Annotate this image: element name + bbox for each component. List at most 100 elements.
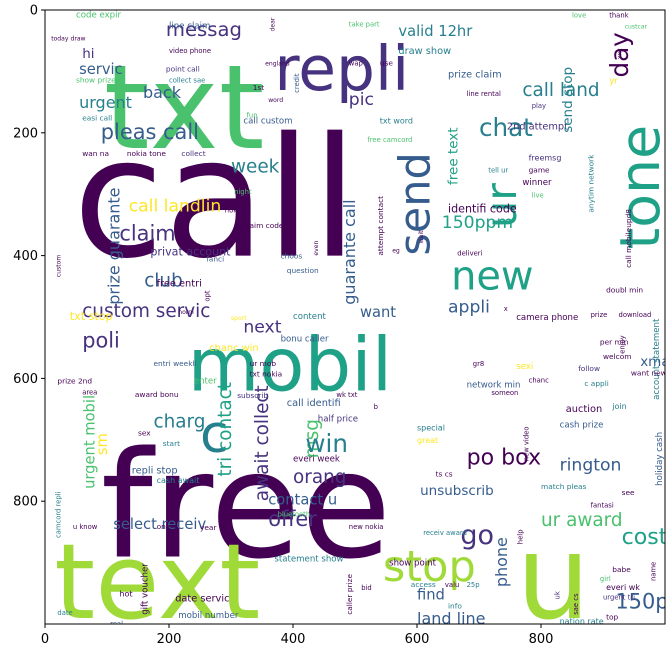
word: content [293, 312, 327, 322]
word: help [516, 529, 524, 544]
word: babe [612, 565, 631, 574]
word: club [144, 270, 183, 291]
word: 150p [615, 590, 668, 614]
word: cash await [157, 476, 200, 485]
word: word [268, 97, 283, 104]
word: sexi [516, 362, 533, 372]
x-tick-label: 800 [529, 632, 554, 647]
word: credit [293, 73, 301, 93]
word: nokia [225, 207, 243, 215]
word: camera phone [516, 313, 578, 323]
word: appli [448, 298, 490, 318]
word: fanci [206, 255, 224, 264]
word: follow [578, 364, 600, 373]
word: gift voucher [140, 563, 150, 615]
word: area [82, 388, 97, 396]
word: hi [82, 46, 94, 62]
word: urgent tri [603, 593, 635, 601]
word: custom [56, 255, 63, 278]
y-tick-label: 400 [13, 249, 38, 264]
word: 2nd attempt [507, 122, 568, 133]
word: code expir [76, 10, 122, 20]
word: info [448, 602, 462, 611]
word: charg [154, 412, 206, 433]
word: join [611, 402, 626, 411]
word: entri weekli [154, 359, 197, 368]
x-tick-label: 0 [41, 632, 49, 647]
word: stop [383, 542, 476, 592]
word: choos [281, 252, 303, 261]
word: point call [166, 64, 200, 73]
word: urgent mobil [82, 395, 99, 489]
word: poli [82, 329, 120, 353]
word: free entri [157, 278, 202, 289]
word: text [54, 521, 260, 643]
word: next [243, 317, 281, 337]
word: 1st [253, 83, 265, 92]
word: everi week [293, 454, 340, 464]
word: tone [609, 125, 672, 250]
word: await collect [252, 385, 273, 501]
word: use [380, 58, 394, 67]
word: eg [392, 248, 400, 255]
word: week [231, 157, 280, 178]
word: land line [417, 609, 486, 628]
word: yr [609, 77, 618, 87]
word: receiv award [423, 529, 467, 537]
word: holiday cash [655, 432, 665, 486]
word: txt nokia [250, 370, 283, 379]
word: cash prize [560, 421, 604, 431]
word: send stop [560, 67, 576, 133]
word: access [411, 580, 436, 589]
word: dear [269, 17, 276, 31]
word: urgent [79, 93, 132, 112]
word: chanc win [209, 343, 258, 354]
word: account statement [652, 318, 662, 400]
word: line claim [169, 21, 210, 31]
word: c appli [584, 379, 608, 388]
word: date servic [175, 593, 229, 604]
word: easi call [82, 114, 112, 123]
word: even [313, 240, 320, 255]
word: line rental [467, 90, 501, 98]
word: orang [293, 467, 346, 488]
word: sport [231, 315, 247, 322]
x-tick-label: 400 [281, 632, 306, 647]
word: call [73, 103, 358, 296]
word: special [417, 424, 445, 433]
word: top [606, 613, 618, 622]
word: gr8 [473, 360, 484, 368]
word: new [451, 253, 533, 299]
word: one [157, 522, 171, 531]
word: bid [361, 584, 372, 592]
word: sm [94, 433, 111, 455]
word: play [532, 102, 546, 110]
word: mobil [188, 324, 393, 409]
word: fun [247, 111, 258, 119]
word: custcar [625, 23, 648, 30]
word: xmas [640, 354, 672, 370]
word: deliveri [457, 250, 482, 258]
word: prize [591, 311, 608, 319]
word: txt word [380, 117, 413, 126]
y-axis: 0 200 400 600 800 [13, 4, 45, 510]
word: love [572, 11, 586, 19]
word: cost [622, 524, 668, 550]
word: tell ur [488, 167, 508, 175]
word: wap [349, 59, 363, 67]
word: pic [349, 90, 374, 110]
word: go [460, 520, 494, 551]
x-tick-label: 600 [405, 632, 430, 647]
word: doubl min [606, 285, 643, 294]
word: award bonu [135, 390, 179, 399]
word: nation rate [560, 617, 604, 626]
word: england [265, 60, 290, 67]
word: year [200, 523, 217, 532]
word: guarante call [340, 199, 359, 304]
word: unsubscrib [420, 483, 494, 499]
plot-frame [44, 9, 666, 625]
word: horni [178, 309, 194, 316]
